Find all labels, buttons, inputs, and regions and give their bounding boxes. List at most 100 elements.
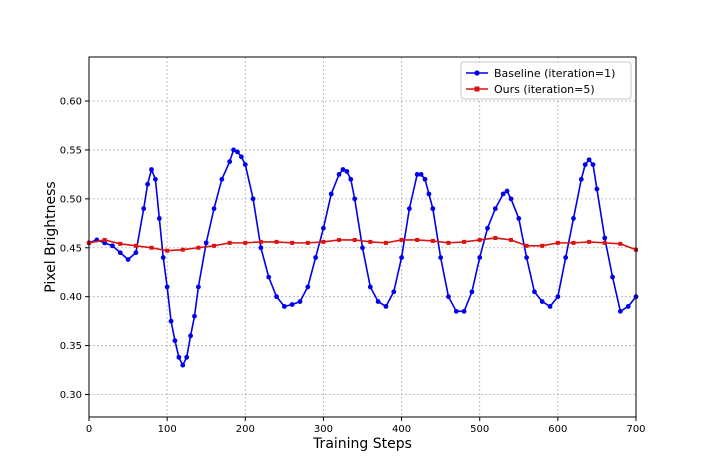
data-point	[184, 354, 190, 360]
data-point	[344, 169, 350, 174]
y-tick-label: 0.50	[60, 194, 82, 205]
data-point	[508, 196, 514, 202]
legend-marker-ours	[474, 86, 480, 92]
data-point	[418, 171, 424, 177]
data-point	[290, 240, 295, 245]
data-point	[446, 240, 451, 245]
data-point	[399, 237, 404, 242]
data-point	[219, 176, 225, 182]
x-tick-label: 300	[314, 424, 333, 435]
data-point	[149, 167, 154, 172]
y-tick-label: 0.55	[60, 145, 82, 156]
data-point	[469, 289, 475, 295]
data-point	[165, 248, 170, 253]
x-tick-label: 100	[158, 424, 177, 435]
data-point	[571, 240, 576, 245]
data-point	[160, 255, 166, 260]
data-point	[367, 284, 373, 290]
data-point	[164, 284, 170, 290]
data-point	[192, 313, 197, 319]
y-tick-label: 0.60	[60, 97, 82, 108]
data-point	[610, 274, 615, 280]
plot-frame	[88, 56, 637, 418]
y-tick-label: 0.30	[60, 390, 82, 401]
data-point	[524, 243, 529, 248]
data-point	[391, 289, 397, 295]
data-point	[524, 255, 529, 260]
data-point	[516, 216, 522, 221]
data-point	[328, 191, 334, 197]
data-point	[203, 240, 209, 246]
data-point	[274, 294, 279, 300]
data-point	[477, 255, 483, 260]
data-point	[176, 354, 182, 360]
data-point	[227, 159, 233, 165]
data-point	[156, 216, 162, 221]
data-point	[196, 245, 201, 250]
data-point	[352, 237, 357, 242]
data-point	[399, 255, 404, 260]
data-point	[430, 206, 436, 212]
data-point	[250, 196, 256, 202]
data-point	[153, 176, 158, 182]
data-point	[540, 243, 545, 248]
legend: Baseline (iteration=1) Ours (iteration=5…	[460, 61, 632, 100]
data-point	[258, 245, 264, 251]
data-point	[555, 294, 561, 300]
data-point	[383, 304, 389, 309]
data-point	[281, 304, 287, 309]
data-point	[321, 225, 326, 231]
data-point	[196, 284, 201, 290]
data-point	[242, 162, 248, 168]
series-line-ours	[88, 237, 637, 252]
data-point	[555, 240, 560, 245]
plot-area	[89, 57, 636, 417]
data-point	[305, 284, 311, 290]
data-point	[453, 308, 459, 314]
data-point	[485, 225, 490, 231]
x-tick-label: 0	[86, 424, 92, 435]
legend-box	[460, 61, 632, 100]
x-tick-label: 500	[470, 424, 489, 435]
data-point	[133, 243, 138, 248]
data-point	[118, 241, 123, 246]
data-point	[504, 188, 510, 194]
x-tick-label: 200	[236, 424, 255, 435]
data-point	[422, 176, 428, 182]
data-point	[125, 257, 131, 262]
data-point	[500, 191, 506, 197]
data-point	[149, 245, 154, 250]
data-point	[492, 206, 498, 212]
data-point	[336, 171, 342, 177]
data-point	[313, 255, 319, 260]
data-point	[414, 171, 420, 177]
data-point	[102, 237, 107, 242]
y-tick-label: 0.35	[60, 341, 82, 352]
data-point	[274, 239, 279, 244]
data-point	[360, 245, 365, 251]
data-point	[211, 206, 217, 212]
series-baseline	[86, 147, 639, 368]
data-point	[461, 308, 467, 314]
data-point	[438, 255, 444, 260]
data-point	[141, 206, 147, 212]
data-point	[297, 299, 303, 304]
data-point	[212, 243, 217, 248]
data-point	[133, 250, 139, 256]
data-point	[594, 186, 600, 192]
data-point	[383, 240, 388, 245]
data-point	[493, 235, 498, 240]
data-point	[625, 304, 631, 309]
data-point	[337, 237, 342, 242]
x-axis-title: Training Steps	[312, 436, 412, 452]
data-point	[430, 238, 435, 243]
data-point	[563, 255, 569, 260]
data-point	[406, 206, 412, 212]
data-point	[582, 162, 588, 168]
data-point	[462, 239, 467, 244]
data-point	[602, 235, 608, 241]
data-point	[172, 338, 178, 344]
data-point	[266, 274, 272, 280]
data-point	[238, 154, 244, 160]
